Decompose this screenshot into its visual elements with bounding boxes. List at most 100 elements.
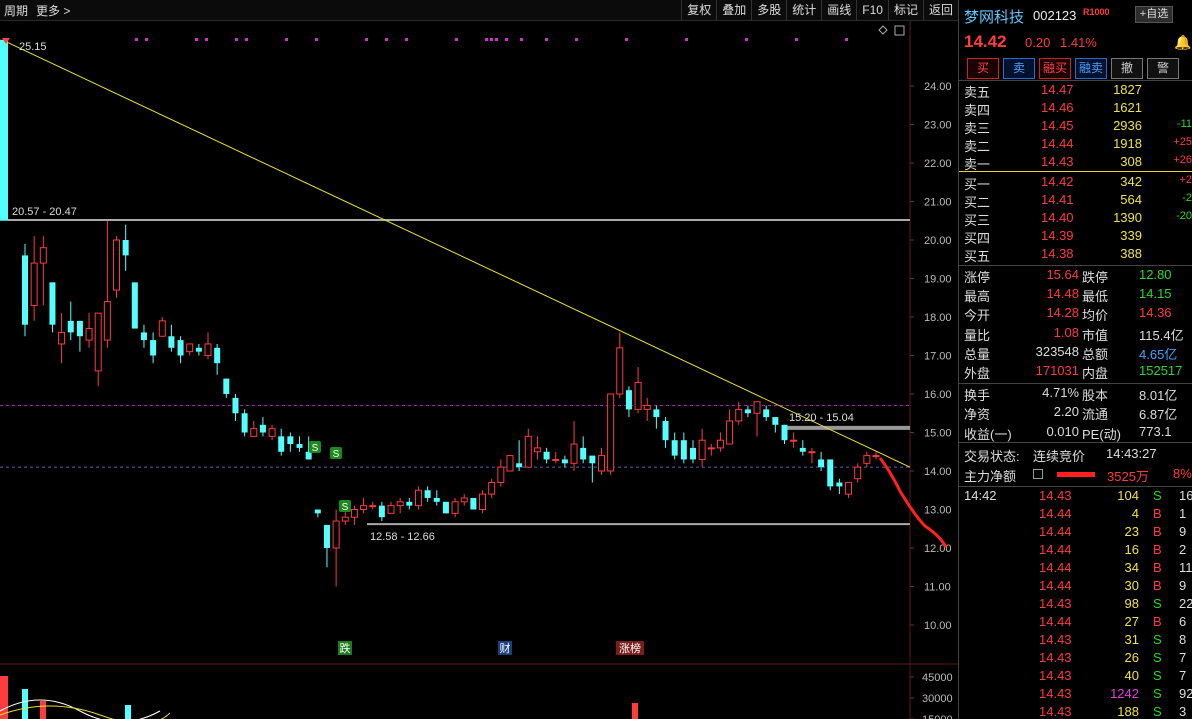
y-tick-label: 15.00 <box>924 428 952 440</box>
stat-value: 15.64 <box>1046 267 1079 282</box>
list-icon[interactable] <box>1033 468 1043 479</box>
trade-button[interactable]: 警 <box>1147 58 1179 79</box>
candle-body <box>863 455 871 464</box>
candle-body <box>671 440 678 456</box>
trade-button[interactable]: 撤 <box>1111 58 1143 79</box>
tick-count: 1 <box>1179 505 1187 521</box>
toolbar-actions: 复权 叠加 多股 统计 画线 F10 标记 返回 <box>681 0 958 21</box>
tick-count: 7 <box>1179 649 1187 665</box>
status-value: 连续竞价 <box>1033 448 1086 464</box>
order-level: 买五 <box>964 249 991 264</box>
toolbar-button[interactable]: 统计 <box>786 0 821 21</box>
order-price: 14.39 <box>1041 228 1074 243</box>
tick-row: 14.43 188 S 3 <box>959 703 1192 719</box>
order-volume: 564 <box>1120 192 1142 207</box>
bell-icon[interactable]: 🔔 <box>1174 34 1192 50</box>
tick-volume: 98 <box>1124 595 1139 611</box>
marker-dot <box>685 38 688 41</box>
add-watchlist-button[interactable]: +自选 <box>1135 6 1173 23</box>
quote-panel: 梦网科技 002123 R1000 +自选 14.42 0.20 1.41% 🔔… <box>958 0 1192 719</box>
marker-dot <box>745 38 748 41</box>
candle-body <box>552 458 560 461</box>
order-volume: 1621 <box>1113 100 1142 115</box>
signal-label: S <box>312 443 319 454</box>
more-button[interactable]: 更多 > <box>36 4 71 18</box>
y-tick-label: 19.00 <box>924 274 952 286</box>
candle-body <box>103 301 111 341</box>
annotation-upper: 20.57 - 20.47 <box>12 206 77 218</box>
stat-key: 外盘 <box>964 365 991 381</box>
stat-value: 14.28 <box>1046 305 1079 321</box>
trade-button[interactable]: 融卖 <box>1075 58 1107 79</box>
tick-side: S <box>1153 631 1162 647</box>
order-row: 卖二 14.44 1918 +25 <box>959 135 1192 154</box>
candle-body <box>158 320 166 337</box>
period-button[interactable]: 周期 <box>4 4 29 18</box>
trade-button[interactable]: 卖 <box>1003 58 1035 79</box>
order-row: 买三 14.40 1390 -20 <box>959 209 1192 228</box>
candle-body <box>369 505 377 508</box>
candle-body <box>460 497 468 503</box>
tick-price: 14.43 <box>1039 631 1072 647</box>
order-row: 买一 14.42 342 +2 <box>959 173 1192 192</box>
candle-body <box>872 455 880 458</box>
candle-body <box>808 451 816 454</box>
tick-count: 92 <box>1179 685 1192 701</box>
stat-value: 323548 <box>1035 343 1079 359</box>
main-flow-bar <box>1057 471 1095 477</box>
price-change: 0.20 <box>1025 35 1051 50</box>
tick-list[interactable]: 14:4214.43104S1614.444B114.4423B914.4416… <box>959 485 1192 719</box>
stat-value: 14.36 <box>1139 305 1172 321</box>
toolbar-button[interactable]: 标记 <box>887 0 923 21</box>
candle-body <box>30 262 38 306</box>
order-row: 买五 14.38 388 <box>959 245 1192 264</box>
stat-value: 6.87亿 <box>1139 407 1178 423</box>
toolbar-button[interactable]: 画线 <box>821 0 856 21</box>
tick-price: 14.44 <box>1039 613 1072 629</box>
tick-volume: 31 <box>1124 631 1139 647</box>
stat-key: 均价 <box>1082 308 1109 324</box>
y-tick-label: 10.00 <box>924 620 952 632</box>
tick-row: 14.44 4 B 1 <box>959 505 1192 523</box>
event-tag-label: 涨榜 <box>619 641 641 655</box>
trade-button[interactable]: 融买 <box>1039 58 1071 79</box>
candle-body <box>122 240 129 256</box>
trade-button[interactable]: 买 <box>967 58 999 79</box>
toolbar-button[interactable]: 叠加 <box>716 0 751 21</box>
order-price: 14.42 <box>1041 174 1074 189</box>
stat-key: 市值 <box>1082 327 1109 343</box>
candle-body <box>241 413 248 433</box>
tick-price: 14.43 <box>1039 487 1072 503</box>
tick-row: 14.44 16 B 2 <box>959 541 1192 559</box>
last-price: 14.42 <box>964 32 1007 51</box>
marker-dot <box>455 38 458 41</box>
stat-key: 今开 <box>964 308 991 324</box>
candle-body <box>616 347 624 395</box>
r-badge: R1000 <box>1083 7 1110 17</box>
toolbar-button[interactable]: F10 <box>856 0 888 21</box>
candle-body <box>818 459 825 468</box>
status-label: 交易状态: <box>964 448 1020 464</box>
marker-dot <box>135 38 138 41</box>
candle-body <box>479 493 487 511</box>
main-flow-label: 主力净额 <box>964 468 1017 484</box>
stat-row: 收益(一) 0.010 PE(动) 773.1 <box>959 423 1192 442</box>
order-volume: 1918 <box>1113 136 1142 151</box>
candle-body <box>524 435 532 468</box>
toolbar-button[interactable]: 多股 <box>751 0 786 21</box>
order-volume: 388 <box>1120 246 1142 261</box>
toolbar-button[interactable]: 复权 <box>681 0 716 21</box>
stat-value: 8.01亿 <box>1139 388 1178 404</box>
tick-side: S <box>1153 685 1162 701</box>
signal-label: S <box>342 502 349 513</box>
kline-chart[interactable]: 24.00 23.00 22.00 21.00 20.00 19.00 18.00 17.00… <box>0 21 958 719</box>
candle-body <box>131 282 138 329</box>
toolbar-button[interactable]: 返回 <box>922 0 958 21</box>
stat-key: 总额 <box>1082 346 1109 362</box>
order-volume: 308 <box>1120 154 1142 169</box>
order-volume: 1390 <box>1113 210 1142 225</box>
marker-dot <box>405 38 408 41</box>
candle-body <box>424 490 431 498</box>
candle-body <box>836 482 843 487</box>
annotation-top: 25.15 <box>19 41 47 53</box>
